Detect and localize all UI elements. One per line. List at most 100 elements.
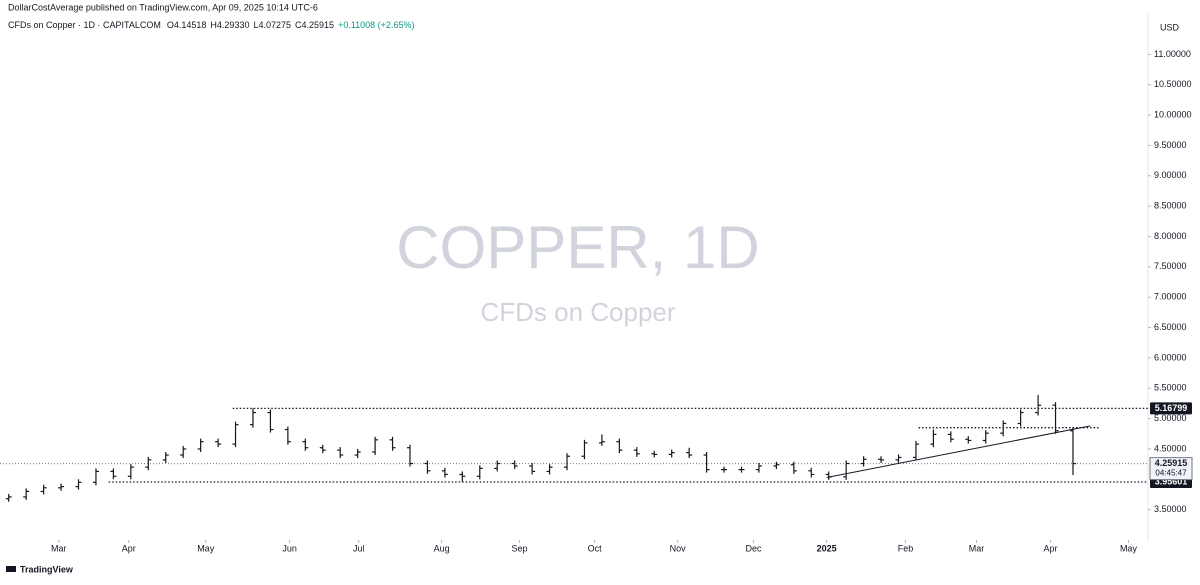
ohlc-bar [1017,409,1024,427]
ohlc-bar [703,451,710,473]
watermark-title: COPPER, 1D [396,214,759,281]
ohlc-bar [110,468,117,480]
ohlc-bar [197,438,204,452]
y-tick-label: 10.50000 [1154,79,1192,89]
ohlc-bar [407,444,413,467]
ohlc-bar [755,462,762,473]
ohlc-bar [564,453,571,471]
x-tick-label: Sep [512,543,528,553]
ohlc-bar [441,467,448,478]
ohlc-bar [424,460,431,474]
y-tick-label: 5.50000 [1154,383,1187,393]
change-value: +0.11008 (+2.65%) [338,20,414,30]
y-tick-label: 9.00000 [1154,170,1187,180]
ohlc-bar [738,466,745,473]
publisher-note: DollarCostAverage published on TradingVi… [8,2,318,12]
ohlc-bar [319,444,326,454]
countdown: 04:45:47 [1155,469,1187,478]
y-tick-label: 6.50000 [1154,322,1187,332]
ohlc-bar [982,430,989,444]
ohlc-bar [878,456,885,463]
ohlc-bar [249,408,256,428]
ohlc-bar [180,445,187,459]
ohlc-bar [895,454,902,463]
ohlc-bar [284,426,291,445]
open-value: O4.14518 [167,20,207,30]
ohlc-bar [773,461,780,469]
ohlc-bar [127,464,134,480]
last-price-label: 4.25915 [1155,458,1188,468]
ohlc-bar [1000,420,1007,437]
ohlc-bar [808,467,815,478]
y-tick-label: 11.00000 [1154,49,1191,59]
x-tick-label: Apr [122,543,136,553]
ohlc-bar [721,466,728,473]
x-tick-label: May [1120,543,1138,553]
last-price-box [1149,457,1193,481]
brand-name: TradingView [20,564,74,574]
ohlc-bar [843,460,850,480]
ohlc-bar [1052,402,1059,434]
ohlc-bar [651,450,658,458]
ohlc-bar [459,471,466,482]
ohlc-bar [92,468,99,486]
price-label: 3.95601 [1155,476,1188,486]
ohlc-bar [162,451,169,463]
symbol-legend: CFDs on Copper · 1D · CAPITALCOM O4.14518… [8,20,414,30]
ohlc-bar [546,464,553,475]
ohlc-bar [790,461,797,474]
ohlc-bar [302,438,309,451]
ohlc-bar [965,436,972,444]
y-tick-label: 3.50000 [1154,504,1187,514]
y-tick-label: 10.00000 [1154,109,1192,119]
ohlc-bar [372,436,379,456]
ohlc-bar [598,434,605,446]
ohlc-bar [511,460,518,469]
close-value: C4.25915 [295,20,334,30]
x-tick-label: Oct [588,543,603,553]
ohlc-bar [58,483,65,491]
symbol: CFDs on Copper · 1D · CAPITALCOM [8,20,161,30]
y-tick-label: 8.50000 [1154,201,1187,211]
x-tick-label: Mar [969,543,985,553]
low-value: L4.07275 [253,20,291,30]
ohlc-bar [215,438,222,448]
x-tick-label: Nov [670,543,687,553]
ohlc-bar [529,462,536,475]
x-tick-label: May [197,543,215,553]
ohlc-bar [40,484,47,495]
ohlc-bar [633,447,640,457]
ohlc-bar [232,421,239,448]
ohlc-bar [389,436,396,451]
x-tick-label: Aug [434,543,450,553]
ohlc-bar [947,431,954,443]
ohlc-bar [668,449,675,458]
ohlc-bar [23,488,30,500]
x-tick-label: Mar [51,543,67,553]
y-tick-label: 7.00000 [1154,292,1187,302]
x-tick-label: 2025 [817,543,837,553]
x-tick-label: Jul [353,543,365,553]
x-tick-label: Apr [1043,543,1057,553]
ohlc-bar [581,439,588,460]
brand-logo [6,566,16,572]
y-tick-label: 9.50000 [1154,140,1187,150]
ohlc-bar [616,438,623,454]
x-tick-label: Jun [282,543,297,553]
y-tick-label: 4.50000 [1154,443,1187,453]
ohlc-bar [337,447,344,459]
brand: TradingView [6,564,74,574]
x-tick-label: Dec [746,543,763,553]
ohlc-bar [476,465,483,480]
x-tick-label: Feb [898,543,914,553]
ohlc-bar [860,456,867,467]
ohlc-bar [75,479,82,490]
y-tick-label: 7.50000 [1154,261,1187,271]
ohlc-bar [912,441,919,461]
ohlc-bar [686,447,693,459]
y-tick-label: 5.00000 [1154,413,1187,423]
ohlc-bar [145,456,152,471]
ohlc-bar [1069,427,1076,476]
high-value: H4.29330 [210,20,249,30]
